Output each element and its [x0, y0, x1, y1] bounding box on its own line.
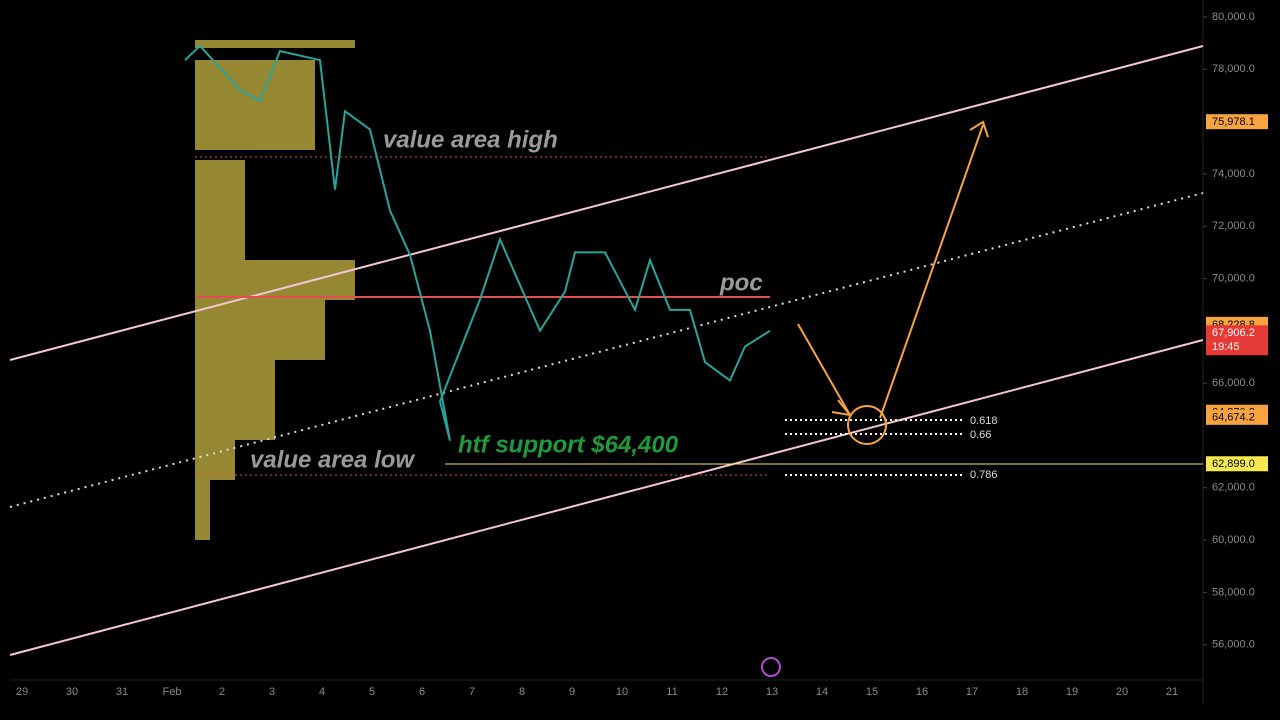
fib-lines [785, 419, 965, 476]
projection [797, 120, 989, 445]
annotation: htf support $64,400 [458, 431, 679, 458]
price-tag [1206, 409, 1268, 425]
price-tag [1206, 114, 1268, 130]
x-tick-label: 10 [616, 686, 628, 698]
x-tick-label: 31 [116, 686, 128, 698]
y-tick-label: 70,000.0 [1212, 272, 1255, 284]
x-tick-label: 17 [966, 686, 978, 698]
x-tick-label: 11 [666, 686, 677, 698]
price-tag [1206, 456, 1268, 472]
y-tick-label: 78,000.0 [1212, 63, 1255, 75]
y-tick-label: 72,000.0 [1212, 220, 1255, 232]
x-tick-label: 20 [1116, 686, 1128, 698]
fib-label: 0.618 [970, 415, 998, 427]
x-tick-label: 12 [716, 686, 728, 698]
y-tick-label: 80,000.0 [1212, 11, 1255, 23]
x-tick-label: 16 [916, 686, 928, 698]
price-tag-time: 19:45 [1212, 341, 1240, 353]
x-tick-label: 7 [469, 686, 475, 698]
fib-label: 0.786 [970, 469, 998, 481]
price-tag-label: 64,674.2 [1212, 412, 1255, 424]
price-tag-label: 62,899.0 [1212, 458, 1255, 470]
y-tick-label: 60,000.0 [1212, 534, 1255, 546]
x-tick-label: 2 [219, 686, 225, 698]
annotation: poc [719, 269, 763, 296]
x-tick-label: 13 [766, 686, 778, 698]
y-tick-label: 66,000.0 [1212, 377, 1255, 389]
x-tick-label: 30 [66, 686, 78, 698]
x-tick-label: 9 [569, 686, 575, 698]
annotation: value area high [383, 126, 558, 153]
y-tick-label: 74,000.0 [1212, 168, 1255, 180]
price-tag-label: 75,978.1 [1212, 116, 1255, 128]
price-line [184, 44, 771, 441]
price-tag-label: 67,906.2 [1212, 327, 1255, 339]
y-tick-label: 56,000.0 [1212, 639, 1255, 651]
volume-profile [195, 40, 355, 540]
annotation: value area low [250, 446, 415, 473]
price-tag [1206, 325, 1268, 356]
x-tick-label: 8 [519, 686, 525, 698]
alert-icon[interactable] [761, 657, 781, 677]
y-tick-label: 62,000.0 [1212, 482, 1255, 494]
x-tick-label: 4 [319, 686, 325, 698]
y-tick-label: 58,000.0 [1212, 586, 1255, 598]
fib-label: 0.66 [970, 429, 991, 441]
x-tick-label: 21 [1166, 686, 1178, 698]
x-tick-label: 29 [16, 686, 28, 698]
x-tick-label: 6 [419, 686, 425, 698]
x-tick-label: 14 [816, 686, 828, 698]
x-tick-label: 5 [369, 686, 375, 698]
x-tick-label: 15 [866, 686, 878, 698]
x-tick-label: Feb [163, 686, 182, 698]
channel [9, 45, 1204, 656]
x-tick-label: 3 [269, 686, 275, 698]
x-tick-label: 19 [1066, 686, 1078, 698]
x-tick-label: 18 [1016, 686, 1028, 698]
